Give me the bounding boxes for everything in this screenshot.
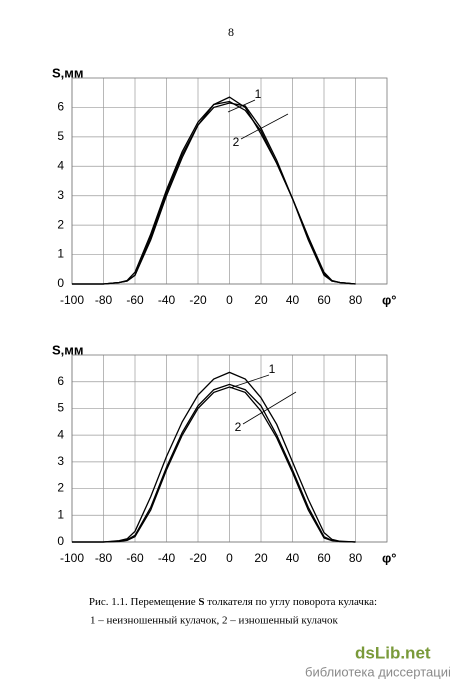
data-line bbox=[72, 386, 356, 543]
leader-line bbox=[229, 374, 270, 389]
x-tick-label: 60 bbox=[317, 293, 331, 307]
x-tick-label: 40 bbox=[286, 551, 300, 565]
leader-line bbox=[227, 99, 256, 113]
data-line bbox=[72, 96, 356, 285]
y-tick-label: 4 bbox=[57, 427, 64, 441]
caption: Рис. 1.1. Перемещение S толкателя по угл… bbox=[89, 596, 377, 608]
page-number: 8 bbox=[228, 25, 234, 39]
caption-part: S bbox=[198, 596, 204, 608]
caption-part: толкателя по углу поворота кулачка: bbox=[205, 596, 378, 608]
x-tick-label: 20 bbox=[254, 551, 268, 565]
y-tick-label: 6 bbox=[57, 100, 64, 114]
x-tick-label: -80 bbox=[95, 551, 113, 565]
y-tick-label: 3 bbox=[57, 188, 64, 202]
y-tick-label: 5 bbox=[57, 401, 64, 415]
y-tick-label: 1 bbox=[57, 507, 64, 521]
x-tick-label: 0 bbox=[226, 551, 233, 565]
data-line bbox=[72, 102, 356, 285]
x-tick-label: 80 bbox=[349, 293, 363, 307]
y-tick-label: 2 bbox=[57, 217, 64, 231]
annotation: 1 bbox=[269, 362, 276, 376]
x-tick-label: -20 bbox=[189, 551, 207, 565]
x-tick-label: 0 bbox=[226, 293, 233, 307]
watermark-tagline: библиотека диссертаций bbox=[305, 664, 450, 679]
x-axis-label: φ° bbox=[382, 550, 397, 565]
y-tick-label: 4 bbox=[57, 158, 64, 172]
data-line bbox=[72, 371, 356, 543]
y-axis-label: S,мм bbox=[52, 65, 84, 80]
y-tick-label: 1 bbox=[57, 247, 64, 261]
x-tick-label: 40 bbox=[286, 293, 300, 307]
x-tick-label: 80 bbox=[349, 551, 363, 565]
annotation: 2 bbox=[233, 135, 240, 149]
x-tick-label: -60 bbox=[126, 551, 144, 565]
x-tick-label: -80 bbox=[95, 293, 113, 307]
caption-part: Рис. 1.1. Перемещение bbox=[89, 596, 198, 608]
x-tick-label: -100 bbox=[60, 551, 84, 565]
x-tick-label: -20 bbox=[189, 293, 207, 307]
x-tick-label: -100 bbox=[60, 293, 84, 307]
y-tick-label: 3 bbox=[57, 454, 64, 468]
y-axis-label: S,мм bbox=[52, 342, 84, 357]
x-tick-label: 20 bbox=[254, 293, 268, 307]
caption-line: 1 – неизношенный кулачок, 2 – изношенный… bbox=[90, 615, 338, 627]
y-tick-label: 0 bbox=[57, 276, 64, 290]
y-tick-label: 6 bbox=[57, 374, 64, 388]
x-tick-label: 60 bbox=[317, 551, 331, 565]
annotation: 1 bbox=[255, 87, 262, 101]
watermark-logo: dsLib.net bbox=[355, 643, 431, 662]
y-tick-label: 0 bbox=[57, 534, 64, 548]
annotation: 2 bbox=[235, 420, 242, 434]
x-axis-label: φ° bbox=[382, 292, 397, 307]
x-tick-label: -60 bbox=[126, 293, 144, 307]
x-tick-label: -40 bbox=[158, 293, 176, 307]
plot-frame bbox=[71, 354, 388, 543]
data-line bbox=[72, 100, 356, 285]
y-tick-label: 2 bbox=[57, 481, 64, 495]
plot-frame bbox=[71, 77, 388, 285]
leader-line bbox=[242, 391, 297, 425]
y-tick-label: 5 bbox=[57, 129, 64, 143]
leader-line bbox=[240, 113, 289, 140]
x-tick-label: -40 bbox=[158, 551, 176, 565]
